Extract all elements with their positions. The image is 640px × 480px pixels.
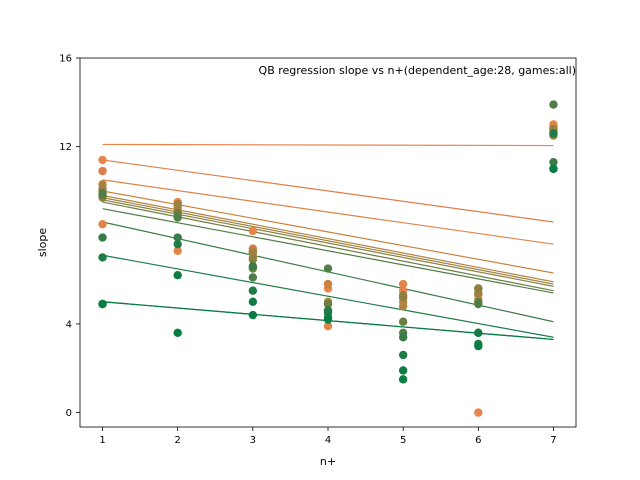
scatter-point xyxy=(323,315,333,324)
regression-line-1 xyxy=(102,159,554,223)
scatter-point xyxy=(398,350,408,360)
scatter-point xyxy=(398,317,408,326)
scatter-point xyxy=(248,262,258,271)
scatter-point xyxy=(549,164,558,174)
y-axis-label: slope xyxy=(36,228,49,257)
scatter-point xyxy=(173,246,182,256)
x-tick-label: 1 xyxy=(99,435,105,446)
regression-line-7 xyxy=(102,201,554,292)
regression-line-3 xyxy=(102,190,554,274)
x-axis-label: n+ xyxy=(320,455,336,468)
scatter-point xyxy=(98,299,107,309)
scatter-point xyxy=(98,155,107,165)
scatter-point xyxy=(323,299,333,309)
regression-line-8 xyxy=(102,208,554,294)
scatter-point xyxy=(173,233,182,242)
x-tick-label: 2 xyxy=(175,435,181,446)
scatter-point xyxy=(474,284,483,293)
x-tick-label: 6 xyxy=(475,435,481,446)
scatter-point xyxy=(248,310,258,320)
scatter-point xyxy=(398,279,408,289)
x-tick-label: 7 xyxy=(550,435,556,446)
scatter-point xyxy=(474,328,483,338)
scatter-point xyxy=(323,279,333,289)
y-tick-label: 4 xyxy=(66,319,72,330)
scatter-point xyxy=(98,188,107,198)
regression-line-10 xyxy=(102,254,554,338)
chart-title: QB regression slope vs n+(dependent_age:… xyxy=(259,64,576,77)
scatter-point xyxy=(248,273,258,282)
scatter-point xyxy=(173,213,182,222)
scatter-point xyxy=(474,341,483,351)
scatter-point xyxy=(98,253,107,262)
scatter-point xyxy=(248,226,258,236)
scatter-point xyxy=(398,366,408,375)
scatter-point xyxy=(398,293,408,302)
scatter-point xyxy=(549,129,558,138)
scatter-point xyxy=(248,255,258,264)
scatter-point xyxy=(398,375,408,384)
x-tick-label: 5 xyxy=(400,435,406,446)
y-tick-label: 16 xyxy=(59,54,72,65)
scatter-point xyxy=(474,408,483,417)
scatter-point xyxy=(248,248,258,258)
x-tick-label: 3 xyxy=(250,435,256,446)
regression-line-2 xyxy=(102,179,554,245)
regression-line-0 xyxy=(102,143,554,147)
y-tick-label: 12 xyxy=(59,142,72,153)
scatter-point xyxy=(173,200,182,209)
scatter-point xyxy=(98,220,107,229)
scatter-point xyxy=(173,328,182,338)
scatter-point xyxy=(549,100,558,109)
plot-marks xyxy=(98,100,558,417)
scatter-point xyxy=(474,299,483,309)
scatter-point xyxy=(98,233,107,242)
scatter-point xyxy=(248,286,258,295)
scatter-point xyxy=(549,157,558,167)
scatter-point xyxy=(398,302,408,311)
y-tick-label: 0 xyxy=(66,408,72,419)
scatter-point xyxy=(398,333,408,342)
scatter-point xyxy=(173,239,182,249)
scatter-point xyxy=(323,321,333,331)
x-tick-label: 4 xyxy=(325,435,331,446)
scatter-point xyxy=(248,297,258,306)
scatter-point xyxy=(323,306,333,315)
scatter-point xyxy=(323,264,333,273)
scatter-point xyxy=(173,270,182,280)
scatter-point xyxy=(98,166,107,176)
